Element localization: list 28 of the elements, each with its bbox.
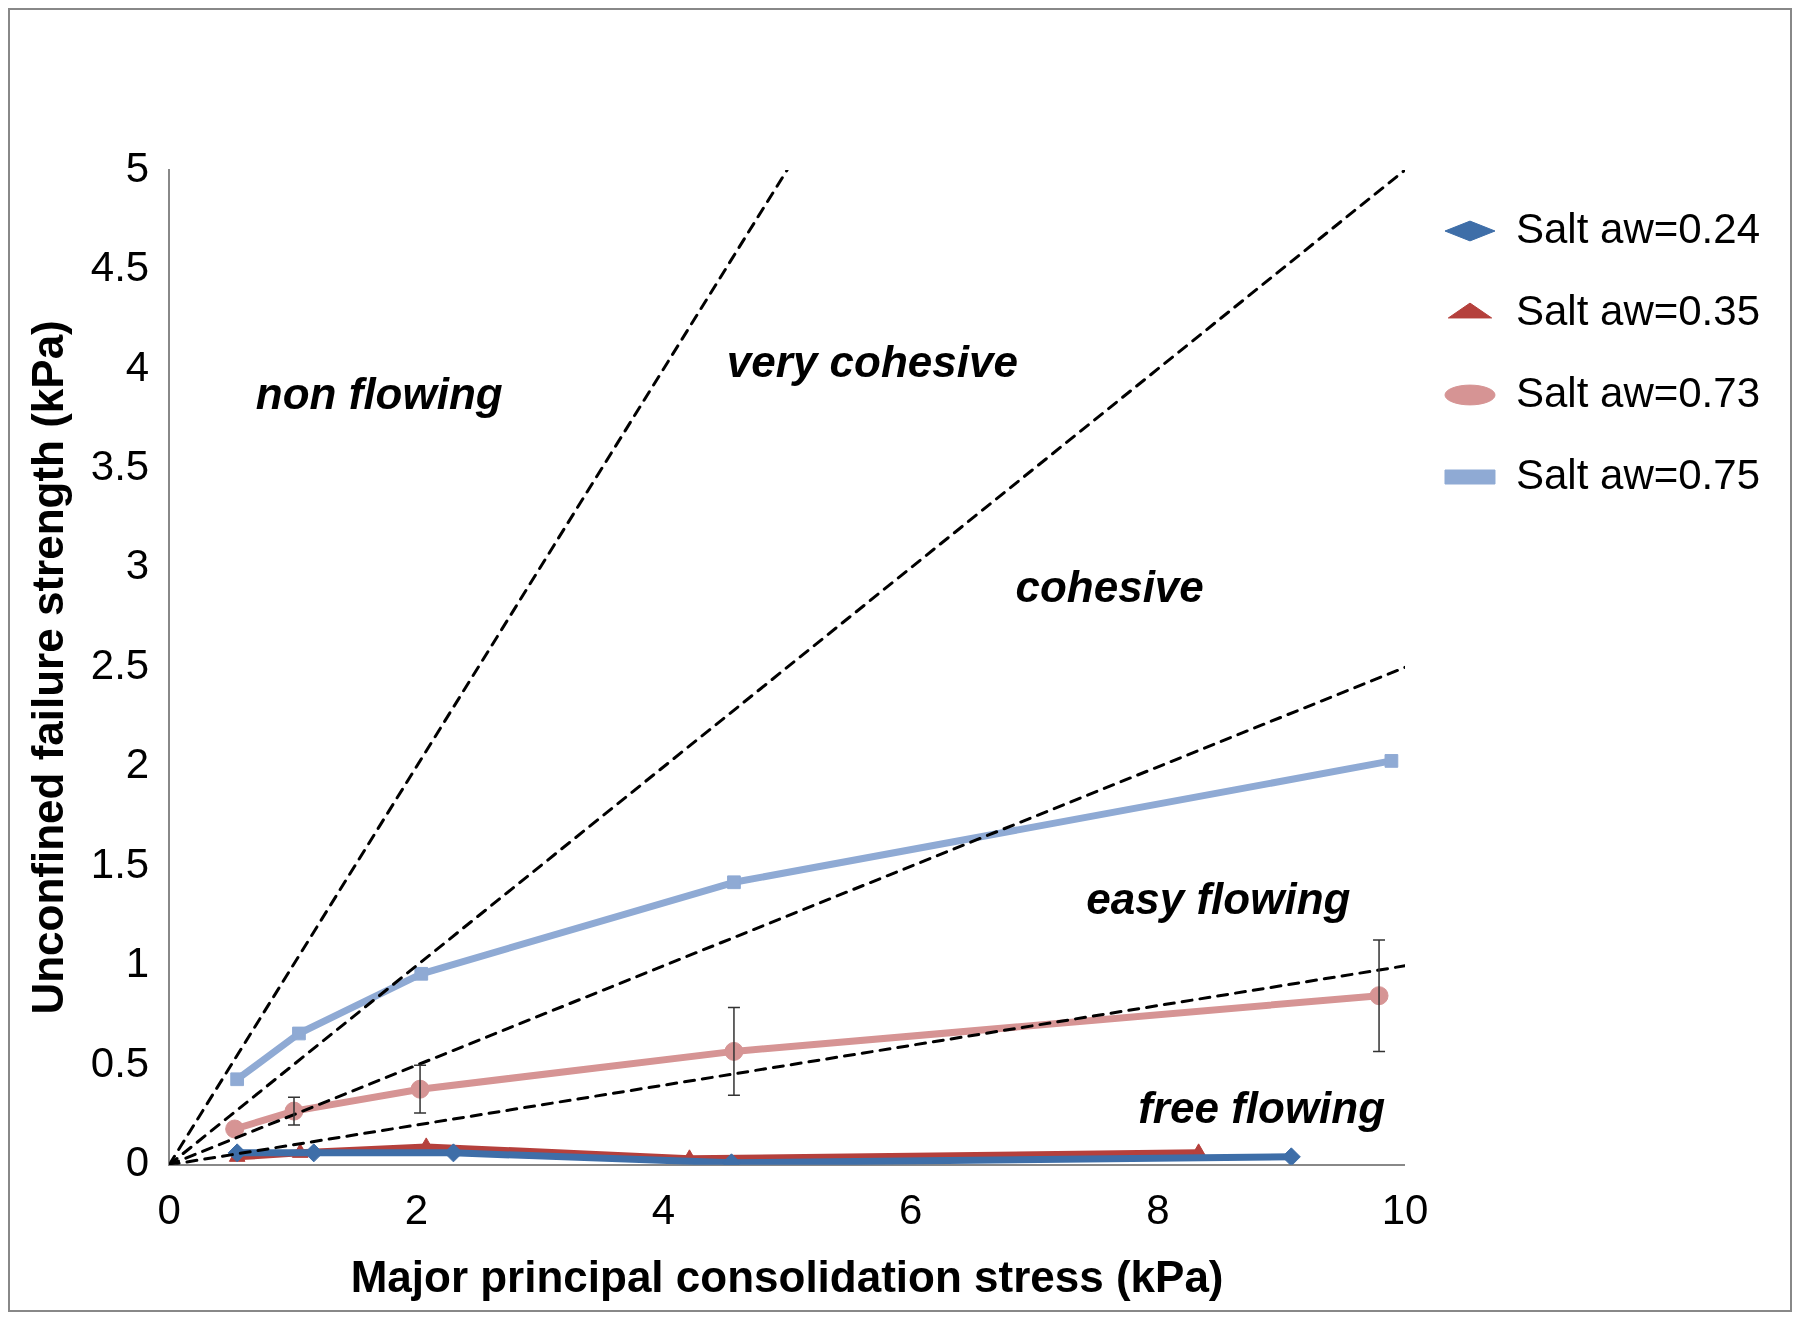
- y-tick-label: 2.5: [90, 640, 150, 688]
- annotation: easy flowing: [1086, 874, 1351, 924]
- legend-label: Salt aw=0.24: [1516, 204, 1761, 252]
- x-tick-label: 10: [1381, 1185, 1429, 1233]
- y-tick-label: 3: [125, 541, 150, 589]
- y-tick-label: 1.5: [90, 839, 150, 887]
- y-tick-label: 0: [125, 1138, 150, 1186]
- legend-label: Salt aw=0.35: [1516, 286, 1761, 334]
- y-axis-title: Unconfined failure strength (kPa): [22, 320, 72, 1015]
- y-tick-label: 3.5: [90, 442, 150, 490]
- x-tick-label: 2: [404, 1185, 429, 1233]
- y-tick-label: 5: [125, 143, 150, 191]
- annotation: non flowing: [255, 368, 503, 418]
- legend-label: Salt aw=0.73: [1516, 368, 1761, 416]
- y-tick-label: 2: [125, 740, 150, 788]
- x-tick-label: 4: [651, 1185, 676, 1233]
- legend-label: Salt aw=0.75: [1516, 450, 1761, 498]
- x-tick-label: 0: [157, 1185, 181, 1233]
- y-tick-label: 4: [125, 342, 150, 390]
- y-tick-label: 4.5: [90, 243, 150, 291]
- annotation: very cohesive: [726, 337, 1018, 387]
- annotation: free flowing: [1138, 1083, 1386, 1133]
- y-tick-label: 0.5: [90, 1038, 150, 1086]
- x-axis-title: Major principal consolidation stress (kPa): [350, 1251, 1224, 1301]
- annotation: cohesive: [1015, 561, 1204, 611]
- x-tick-label: 8: [1146, 1185, 1170, 1233]
- x-tick-label: 6: [898, 1185, 923, 1233]
- y-tick-label: 1: [125, 939, 150, 987]
